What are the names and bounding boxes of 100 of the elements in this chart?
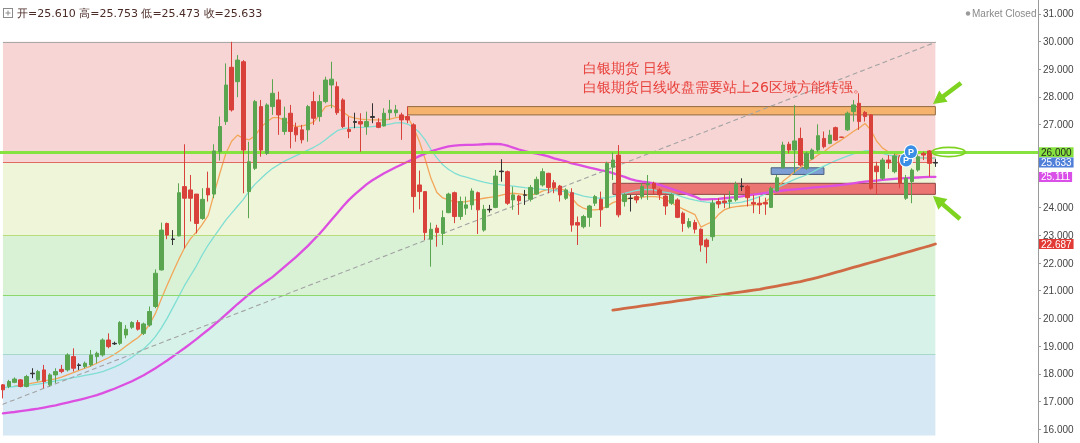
candlestick — [358, 112, 363, 153]
candlestick — [452, 191, 457, 224]
candlestick — [558, 184, 562, 203]
text: 白银期货 日线 — [583, 60, 672, 76]
text: 25.633 — [1041, 156, 1073, 168]
candlestick — [83, 361, 87, 369]
candlestick — [493, 169, 498, 209]
candlestick — [177, 182, 181, 237]
candlestick — [24, 374, 29, 388]
candlestick — [1, 383, 5, 399]
candlestick — [728, 190, 732, 209]
candlestick — [880, 157, 885, 181]
candlestick — [36, 369, 40, 383]
candlestick — [353, 112, 357, 129]
candlestick — [740, 177, 744, 192]
candlestick — [487, 204, 492, 214]
candlestick — [599, 191, 603, 228]
candlestick — [622, 192, 627, 208]
candlestick — [235, 54, 240, 98]
candlestick — [845, 111, 850, 132]
candlestick — [212, 143, 216, 199]
candlestick — [798, 127, 803, 168]
ref-line-label: 26.000 — [1041, 146, 1073, 158]
candlestick — [335, 81, 339, 116]
candlestick — [306, 104, 310, 143]
candlestick — [136, 319, 140, 332]
candlestick — [851, 99, 856, 123]
candlestick — [300, 124, 304, 144]
candlestick — [435, 224, 439, 248]
candlestick — [153, 268, 158, 309]
candlestick — [505, 170, 510, 206]
y-tick-label: 29.000 — [1043, 63, 1075, 75]
candlestick — [42, 364, 46, 389]
candlestick — [112, 341, 117, 346]
candlestick — [511, 186, 515, 211]
text: 22.687 — [1041, 238, 1073, 250]
candlestick — [159, 222, 164, 272]
candlestick — [886, 154, 891, 170]
candlestick — [341, 97, 345, 129]
candlestick — [652, 181, 656, 196]
candlestick — [517, 194, 521, 216]
text: 25.111 — [1041, 171, 1071, 183]
candlestick — [634, 194, 639, 204]
candlestick — [628, 194, 633, 213]
candlestick — [710, 199, 715, 242]
candlestick — [523, 189, 527, 206]
candlestick — [482, 204, 486, 233]
text: Market Closed — [972, 8, 1037, 19]
candlestick — [933, 158, 938, 168]
candlestick — [745, 184, 750, 208]
candlestick — [822, 131, 826, 149]
candlestick — [910, 167, 914, 204]
candlestick — [863, 110, 867, 123]
candlestick — [816, 123, 820, 153]
candlestick — [364, 111, 369, 136]
candlestick — [593, 194, 597, 207]
annotation: P — [907, 146, 914, 157]
candlestick — [441, 209, 445, 246]
candlestick — [916, 152, 920, 173]
y-tick-label: 16.000 — [1043, 423, 1075, 435]
candlestick — [646, 174, 650, 201]
y-tick-label: 20.000 — [1043, 312, 1075, 324]
candlestick — [347, 116, 351, 139]
candlestick — [200, 187, 205, 221]
candlestick — [247, 141, 251, 219]
candlestick — [106, 332, 111, 349]
candlestick — [687, 217, 691, 229]
y-tick-label: 23.000 — [1043, 229, 1075, 241]
candlestick — [224, 62, 228, 126]
candlestick — [769, 186, 773, 209]
y-tick-label: 30.000 — [1043, 36, 1075, 48]
annotation: 白银期货日线收盘需要站上26区域方能转强。 — [583, 79, 867, 95]
candlestick — [787, 141, 791, 154]
candlestick — [394, 104, 398, 118]
candlestick — [259, 99, 263, 158]
candlestick — [382, 107, 386, 128]
candlestick — [165, 222, 169, 240]
candlestick — [781, 141, 785, 169]
candlestick — [282, 106, 287, 136]
candlestick — [59, 364, 64, 374]
annotation: 开=25.610 高=25.753 低=25.473 收=25.633 — [17, 7, 263, 20]
y-tick-label: 24.000 — [1043, 202, 1075, 214]
y-tick-label: 27.000 — [1043, 119, 1075, 131]
y-tick-label: 18.000 — [1043, 368, 1075, 380]
line-series — [1, 142, 937, 415]
candlestick — [792, 104, 797, 174]
candlestick — [904, 174, 908, 201]
candlestick — [734, 181, 738, 203]
candlestick — [476, 191, 480, 235]
candlestick — [693, 219, 697, 234]
candlestick — [892, 153, 897, 174]
candlestick — [65, 352, 70, 373]
y-tick-label: 28.000 — [1043, 91, 1075, 103]
candlestick — [18, 378, 23, 388]
candlestick — [857, 92, 861, 131]
candlestick — [616, 144, 621, 218]
candlestick — [640, 182, 644, 200]
candlestick — [499, 158, 504, 183]
candlestick — [429, 222, 433, 268]
candlestick — [253, 99, 257, 171]
